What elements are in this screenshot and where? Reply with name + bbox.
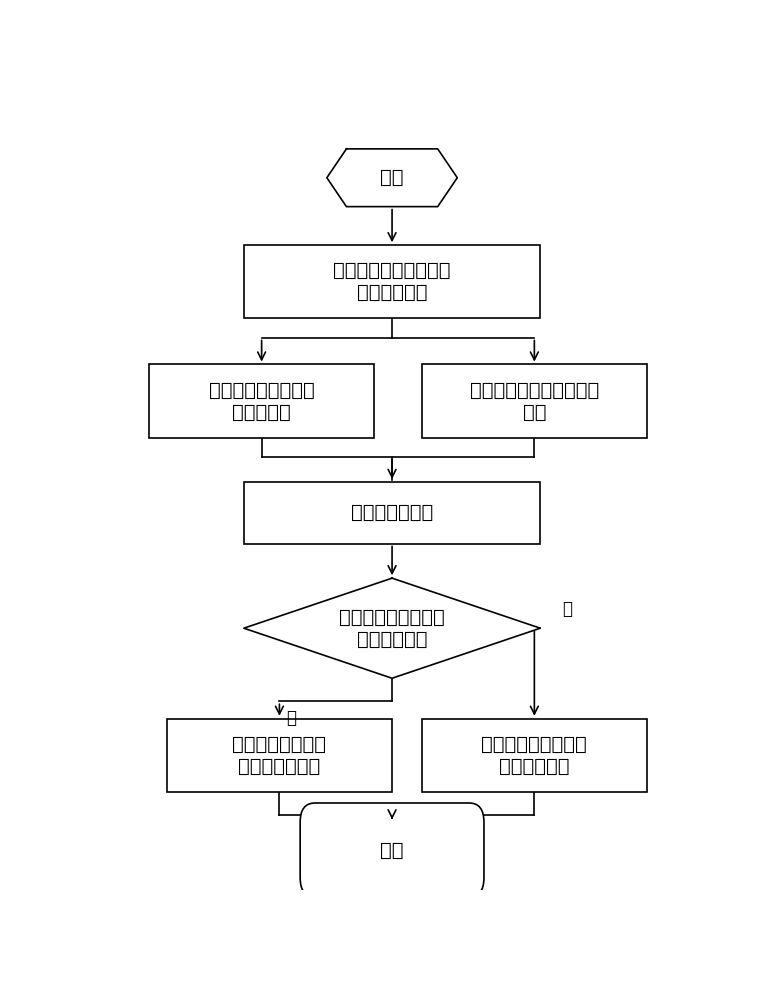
Text: 否: 否: [562, 600, 572, 618]
Polygon shape: [244, 578, 540, 678]
Text: 对来自监测信道的接收
信号进行采样: 对来自监测信道的接收 信号进行采样: [334, 261, 451, 302]
Text: 利用采样信号来估计噪声
功率: 利用采样信号来估计噪声 功率: [470, 381, 599, 422]
Text: 是: 是: [286, 709, 296, 727]
Text: 判定在监测信道内
有授权用户信号: 判定在监测信道内 有授权用户信号: [233, 735, 327, 776]
Bar: [149, 364, 374, 438]
Text: 判定在监测信道内无
授权用户信号: 判定在监测信道内无 授权用户信号: [481, 735, 588, 776]
FancyBboxPatch shape: [300, 803, 484, 897]
Text: 计算检验统计量: 计算检验统计量: [351, 503, 433, 522]
Bar: [422, 364, 647, 438]
Bar: [167, 719, 392, 792]
Bar: [244, 245, 540, 318]
Bar: [244, 482, 540, 544]
Text: 结束: 结束: [380, 840, 404, 859]
Polygon shape: [327, 149, 457, 207]
Text: 利用采样信号来计算
协方差矩阵: 利用采样信号来计算 协方差矩阵: [209, 381, 314, 422]
Text: 开始: 开始: [380, 168, 404, 187]
Bar: [422, 719, 647, 792]
Text: 比较检验统计量是否
大于判决门限: 比较检验统计量是否 大于判决门限: [339, 608, 445, 649]
